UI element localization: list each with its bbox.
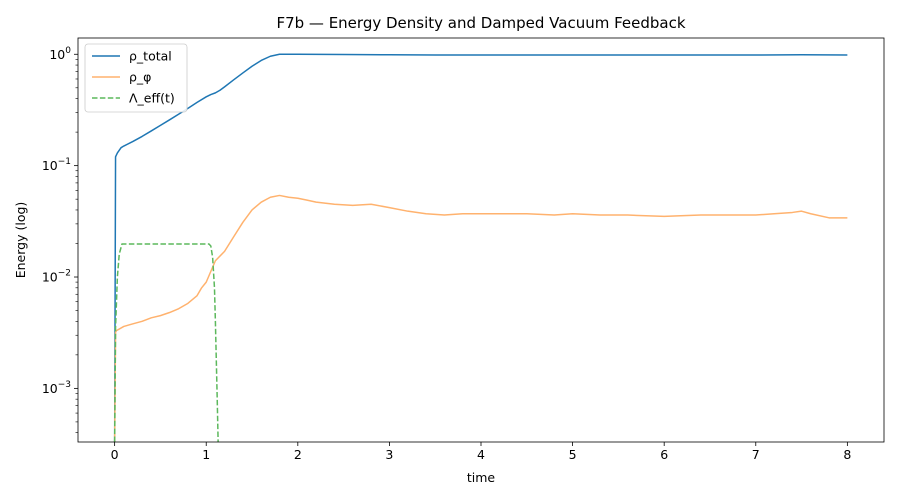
legend-box [84, 43, 188, 113]
series-line-1 [113, 53, 848, 442]
axes-background [78, 38, 884, 442]
x-tick-label: 0 [111, 447, 119, 462]
y-axis: 10−3 10−2 10−1 100 [42, 46, 78, 433]
legend-label: ρ_total [129, 49, 172, 64]
series-line-3 [113, 243, 219, 442]
x-axis-label: time [467, 470, 496, 485]
series-line-2 [113, 194, 848, 442]
x-axis: 0 1 2 3 4 5 6 7 8 [111, 442, 851, 462]
x-tick-label: 2 [294, 447, 302, 462]
legend-label: Λ_eff(t) [129, 91, 175, 106]
y-tick-label: 100 [49, 46, 71, 62]
x-tick-label: 4 [477, 447, 485, 462]
x-tick-label: 7 [752, 447, 760, 462]
plot-area [78, 38, 884, 442]
chart-title: F7b — Energy Density and Damped Vacuum F… [276, 14, 685, 32]
axes-frame [77, 37, 885, 443]
y-tick-label: 10−2 [42, 269, 71, 285]
legend: ρ_total ρ_φ Λ_eff(t) [84, 43, 188, 113]
y-tick-label: 10−3 [42, 380, 71, 396]
x-tick-label: 3 [385, 447, 393, 462]
y-tick-label: 10−1 [42, 157, 71, 173]
x-tick-label: 1 [202, 447, 210, 462]
x-tick-label: 6 [660, 447, 668, 462]
x-tick-label: 5 [569, 447, 577, 462]
series-layer [113, 53, 848, 442]
y-axis-label: Energy (log) [13, 202, 28, 279]
legend-label: ρ_φ [129, 70, 151, 85]
x-tick-label: 8 [843, 447, 851, 462]
